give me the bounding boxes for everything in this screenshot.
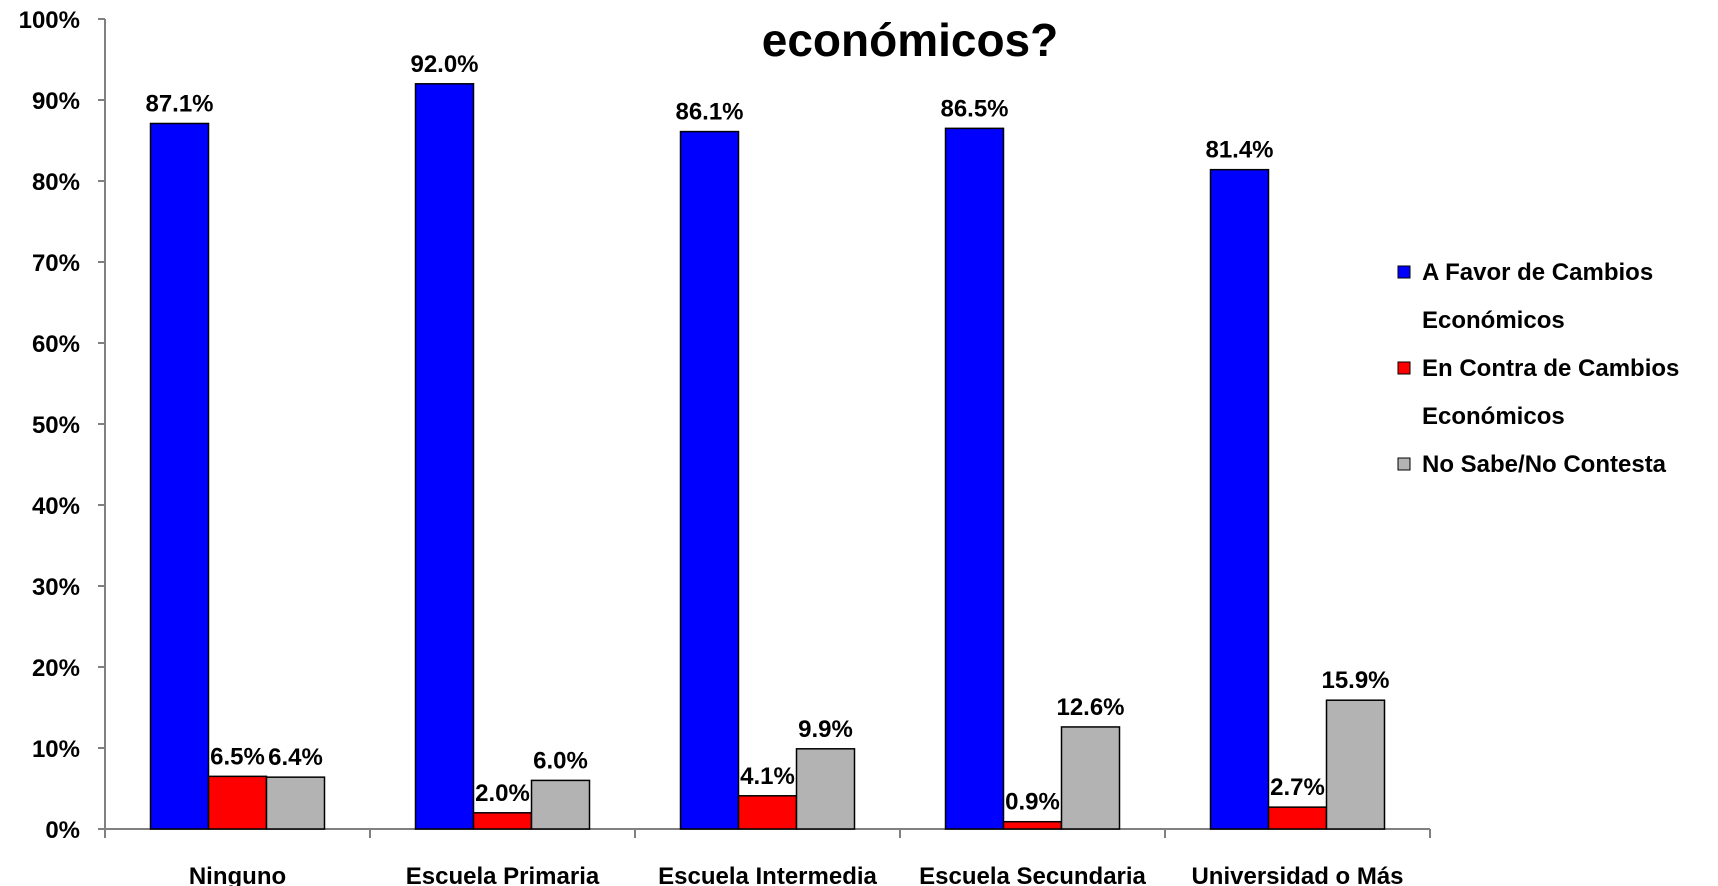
x-category-label: Ninguno [189,863,286,886]
x-axis: Ninguno Escuela Primaria Escuela Intermedi… [104,828,1431,886]
data-label: 12.6% [1056,694,1124,721]
data-label: 2.0% [475,780,530,807]
x-category-label: Universidad o Más [1191,863,1403,886]
data-label: 9.9% [798,716,853,743]
bar [207,775,268,830]
bar [1060,726,1121,830]
bar [737,795,798,830]
y-tick-label: 100% [19,7,80,34]
data-label: 15.9% [1321,667,1389,694]
data-label: 81.4% [1205,137,1273,164]
legend: A Favor de Cambios Económicos En Contra de… [1397,259,1679,478]
y-tick-label: 60% [32,331,80,358]
y-tick-label: 50% [32,412,80,439]
y-tick-label: 80% [32,169,80,196]
data-label: 6.5% [210,743,265,770]
y-tick-label: 0% [45,817,80,844]
legend-swatch [1397,265,1411,279]
bar [265,776,326,830]
x-category-label: Escuela Primaria [406,863,600,886]
legend-label: A Favor de Cambios [1422,259,1653,286]
data-label: 87.1% [145,90,213,117]
bar [795,748,856,830]
legend-swatch [1397,457,1411,471]
data-label: 6.4% [268,744,323,771]
x-category-label: Escuela Intermedia [658,863,877,886]
data-label: 86.5% [940,95,1008,122]
y-tick-label: 40% [32,493,80,520]
data-label: 0.9% [1005,789,1060,816]
bar [1325,699,1386,830]
y-axis: 0% 10% 20% 30% 40% 50% 60% 70% 80% 90% 100% [19,7,106,844]
y-tick-label: 10% [32,736,80,763]
y-tick-label: 30% [32,574,80,601]
bar [414,83,475,830]
bar [1002,820,1063,830]
chart-title: económicos? [762,14,1059,66]
data-label: 6.0% [533,747,588,774]
y-tick-label: 70% [32,250,80,277]
legend-label: No Sabe/No Contesta [1422,451,1667,478]
bar [472,812,533,830]
bar [679,130,740,830]
bar [1209,168,1270,830]
x-category-label: Escuela Secundaria [919,863,1146,886]
legend-label: Económicos [1422,307,1565,334]
data-labels-layer: 87.1% 6.5% 6.4% 92.0% 2.0%6.0% 86.1% 4.1%9.9% 8… [145,51,1389,816]
bar [149,122,210,830]
legend-label: Económicos [1422,403,1565,430]
y-tick-label: 90% [32,88,80,115]
legend-swatch [1397,361,1411,375]
bar [530,779,591,830]
y-tick-label: 20% [32,655,80,682]
bar [944,127,1005,830]
bars-layer [149,83,1386,830]
data-label: 2.7% [1270,774,1325,801]
data-label: 4.1% [740,763,795,790]
legend-label: En Contra de Cambios [1422,355,1679,382]
bar [1267,806,1328,830]
data-label: 86.1% [675,99,743,126]
data-label: 92.0% [410,51,478,78]
